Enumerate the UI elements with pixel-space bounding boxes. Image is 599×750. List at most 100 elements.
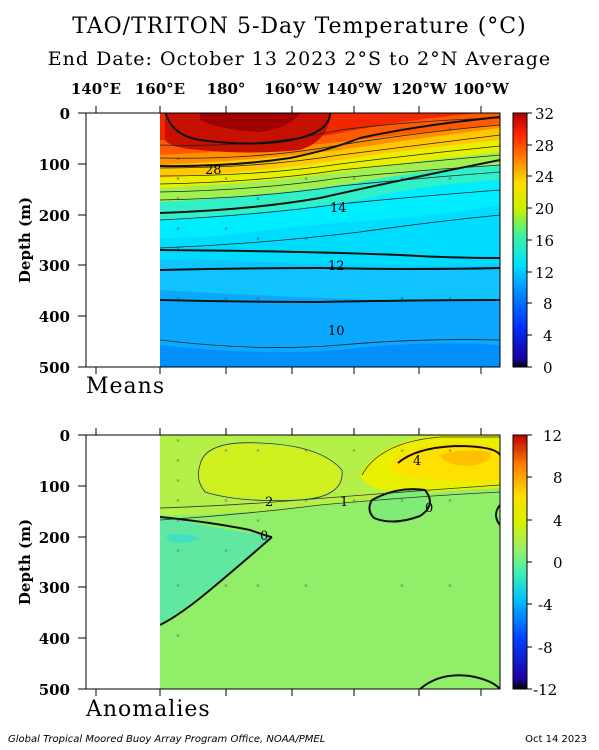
means-ytick-200: 200 [39,207,70,225]
svg-text:×: × [224,498,228,504]
svg-text:×: × [448,126,452,132]
svg-text:×: × [448,448,452,454]
chart-subtitle: End Date: October 13 2023 2°S to 2°N Ave… [47,48,552,70]
svg-text:×: × [176,458,180,464]
lon-label-180: 180° [206,80,246,98]
means-cbar-tick-16: 16 [535,232,554,250]
svg-text:×: × [352,498,356,504]
lon-label-140w: 140°W [326,80,382,98]
svg-text:×: × [176,498,180,504]
svg-text:×: × [176,396,180,402]
svg-text:×: × [176,478,180,484]
anomalies-field: × × × × × × × × × × × × × × × × × × × × × × × × × × [160,435,500,689]
svg-text:×: × [256,196,260,202]
chart-title: TAO/TRITON 5-Day Temperature (°C) [72,14,527,39]
svg-text:×: × [224,176,228,182]
svg-text:×: × [176,226,180,232]
footer-date: Oct 14 2023 [525,734,587,745]
svg-text:×: × [304,176,308,182]
means-cbar-tick-12: 12 [535,264,554,282]
anom-cbar-tick-m4: -4 [538,596,553,614]
anom-contour-label-0b: 0 [425,501,433,516]
lon-label-160w: 160°W [264,80,320,98]
svg-text:×: × [448,296,452,302]
means-contour-label-10: 10 [328,324,345,339]
anom-ytick-100: 100 [39,478,70,496]
svg-text:×: × [304,236,308,242]
anomalies-panel: × × × × × × × × × × × × × × × × × × × × × × × × × × 4 2 1… [16,427,563,699]
means-contour-label-12: 12 [328,259,345,274]
svg-text:×: × [176,176,180,182]
anom-cbar-tick-8: 8 [553,469,563,487]
svg-text:×: × [256,518,260,524]
svg-text:×: × [448,583,452,589]
means-cbar-tick-24: 24 [535,168,554,186]
svg-text:×: × [400,296,404,302]
svg-text:×: × [352,126,356,132]
svg-text:×: × [448,498,452,504]
svg-text:×: × [224,548,228,554]
svg-text:×: × [176,633,180,639]
svg-text:×: × [176,156,180,162]
footer-credit: Global Tropical Moored Buoy Array Progra… [8,734,326,745]
means-ylabel: Depth (m) [16,197,34,283]
means-cbar-tick-32: 32 [535,105,554,123]
anomalies-colorbar [512,434,528,690]
means-ytick-0: 0 [60,105,70,123]
anom-cbar-tick-m8: -8 [538,639,553,657]
means-ytick-300: 300 [39,257,70,275]
means-ytick-100: 100 [39,156,70,174]
anom-ytick-300: 300 [39,579,70,597]
anom-ylabel: Depth (m) [16,519,34,605]
svg-text:×: × [448,176,452,182]
lon-label-140e: 140°E [70,80,122,98]
svg-text:×: × [256,236,260,242]
lon-label-160e: 160°E [134,80,186,98]
svg-text:×: × [176,296,180,302]
means-cbar-tick-0: 0 [543,359,553,377]
means-contour-label-28: 28 [205,163,222,178]
svg-text:×: × [176,583,180,589]
svg-text:×: × [304,498,308,504]
means-cbar-tick-8: 8 [543,295,553,313]
lon-label-120w: 120°W [391,80,447,98]
svg-text:×: × [400,583,404,589]
means-ytick-500: 500 [39,359,70,377]
lon-label-100w: 100°W [453,80,509,98]
anomalies-panel-label: Anomalies [86,697,211,722]
anom-ytick-200: 200 [39,529,70,547]
anom-cbar-tick-0: 0 [553,554,563,572]
svg-text:×: × [400,176,404,182]
svg-text:×: × [176,116,180,122]
svg-text:×: × [176,196,180,202]
anom-ytick-0: 0 [60,427,70,445]
svg-text:×: × [304,126,308,132]
svg-text:×: × [400,498,404,504]
means-contour-label-14: 14 [330,201,347,216]
means-panel: × × × × × × × × × × × × × × × × × × × × × × × × × × × × 28… [16,105,554,402]
svg-text:×: × [176,136,180,142]
anom-cbar-tick-m12: -12 [533,681,557,699]
svg-text:×: × [224,448,228,454]
anom-cbar-tick-12: 12 [543,427,562,445]
svg-text:×: × [400,126,404,132]
svg-text:×: × [400,448,404,454]
anom-ytick-400: 400 [39,630,70,648]
anomalies-frame [85,434,501,690]
svg-text:×: × [304,448,308,454]
svg-text:×: × [256,448,260,454]
means-cbar-tick-20: 20 [535,200,554,218]
anom-contour-label-0a: 0 [260,529,268,544]
svg-text:×: × [256,583,260,589]
anom-cbar-tick-4: 4 [553,512,563,530]
anom-contour-label-2: 2 [265,495,273,510]
svg-text:×: × [176,246,180,252]
svg-text:×: × [224,126,228,132]
svg-text:×: × [224,296,228,302]
means-cbar-tick-4: 4 [543,327,553,345]
svg-text:×: × [352,176,356,182]
means-cbar-tick-28: 28 [535,137,554,155]
svg-text:×: × [224,583,228,589]
svg-text:×: × [352,448,356,454]
